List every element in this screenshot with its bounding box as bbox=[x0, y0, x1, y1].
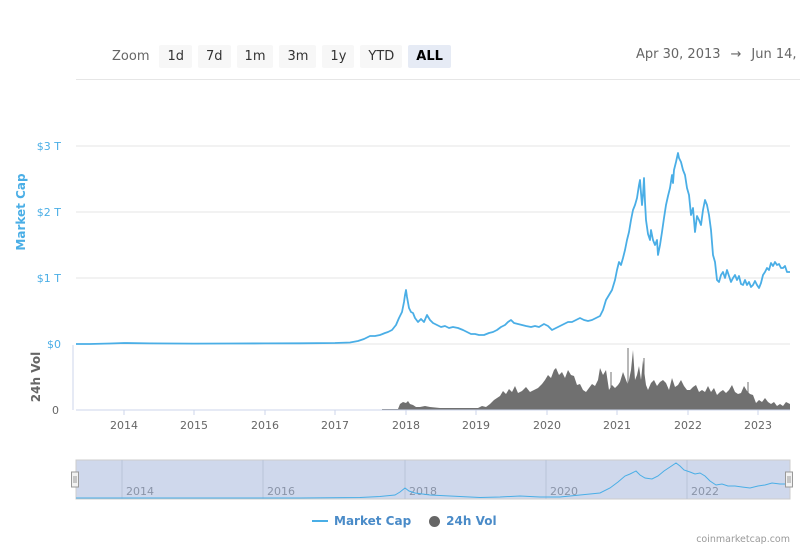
volume-bars bbox=[382, 348, 790, 410]
x-tick: 2018 bbox=[392, 419, 420, 432]
arrow-right-icon: → bbox=[730, 47, 742, 62]
navigator-series bbox=[76, 462, 790, 499]
zoom-label: Zoom bbox=[112, 48, 150, 64]
x-tick: 2014 bbox=[110, 419, 138, 432]
legend: Market Cap 24h Vol bbox=[312, 514, 497, 528]
line-icon bbox=[312, 520, 328, 522]
legend-market-cap[interactable]: Market Cap bbox=[312, 514, 411, 528]
y-tick: $1 T bbox=[37, 272, 61, 285]
legend-label: Market Cap bbox=[334, 514, 412, 528]
circle-icon bbox=[429, 515, 441, 527]
gridlines bbox=[76, 145, 790, 345]
vol-axis-title: 24h Vol bbox=[29, 352, 43, 402]
x-tick: 2016 bbox=[251, 419, 279, 432]
x-tick: 2017 bbox=[321, 419, 349, 432]
header-divider bbox=[76, 79, 800, 80]
zoom-button-all[interactable]: ALL bbox=[408, 44, 451, 68]
zoom-button-1y[interactable]: 1y bbox=[322, 44, 355, 68]
x-axis-labels: 2014 2015 2016 2017 2018 2019 2020 2021 … bbox=[110, 419, 772, 432]
date-range: Apr 30, 2013 → Jun 14, 2 bbox=[636, 47, 800, 62]
zoom-bar: Zoom 1d 7d 1m 3m 1y YTD ALL bbox=[112, 44, 451, 68]
svg-text:2020: 2020 bbox=[550, 485, 578, 498]
credits-link[interactable]: coinmarketcap.com bbox=[696, 534, 790, 545]
svg-text:2018: 2018 bbox=[409, 485, 437, 498]
vol-y-tick: 0 bbox=[52, 404, 59, 417]
x-tick: 2023 bbox=[744, 419, 772, 432]
zoom-button-3m[interactable]: 3m bbox=[279, 44, 317, 68]
zoom-button-7d[interactable]: 7d bbox=[198, 44, 231, 68]
x-tick: 2022 bbox=[674, 419, 702, 432]
y-tick: $3 T bbox=[37, 140, 61, 153]
navigator[interactable]: 2014 2016 2018 2020 2022 bbox=[71, 459, 793, 500]
market-cap-axis-title: Market Cap bbox=[14, 173, 28, 251]
market-cap-y-axis: $3 T $2 T $1 T $0 bbox=[37, 140, 61, 351]
y-tick: $2 T bbox=[37, 206, 61, 219]
zoom-button-1d[interactable]: 1d bbox=[159, 44, 193, 68]
svg-text:2016: 2016 bbox=[267, 485, 295, 498]
zoom-button-ytd[interactable]: YTD bbox=[360, 44, 403, 68]
legend-24h-vol[interactable]: 24h Vol bbox=[429, 514, 497, 528]
x-tick: 2015 bbox=[180, 419, 208, 432]
x-tick: 2021 bbox=[603, 419, 631, 432]
date-to-input[interactable]: Jun 14, 2 bbox=[751, 47, 800, 62]
navigator-handle-right[interactable] bbox=[785, 471, 793, 488]
x-tick: 2020 bbox=[533, 419, 561, 432]
x-axis-ticks bbox=[123, 410, 759, 415]
market-cap-line bbox=[76, 152, 790, 345]
svg-text:2014: 2014 bbox=[126, 485, 154, 498]
y-tick: $0 bbox=[47, 338, 61, 351]
legend-label: 24h Vol bbox=[446, 514, 497, 528]
date-from-input[interactable]: Apr 30, 2013 bbox=[636, 47, 721, 62]
zoom-button-1m[interactable]: 1m bbox=[236, 44, 274, 68]
svg-text:2022: 2022 bbox=[691, 485, 719, 498]
navigator-handle-left[interactable] bbox=[71, 471, 79, 488]
x-tick: 2019 bbox=[462, 419, 490, 432]
